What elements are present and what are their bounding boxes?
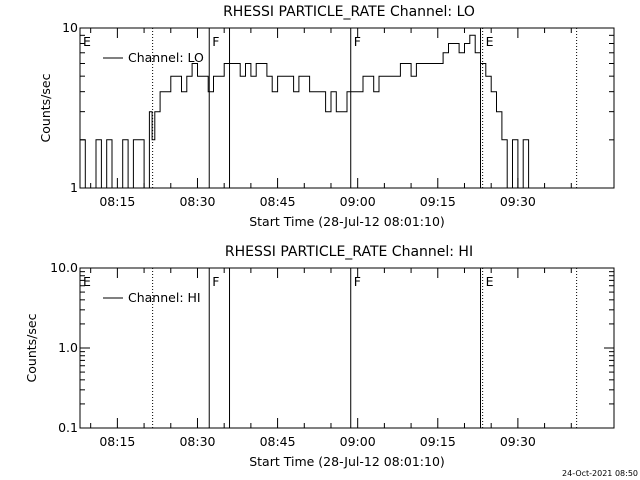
- event-marker-label: E: [486, 34, 494, 49]
- legend-hi: Channel: HI: [103, 290, 201, 305]
- x-tick-label: 08:30: [179, 434, 215, 449]
- y-axis-label-lo: Counts/sec: [38, 73, 53, 142]
- x-tick-label: 09:30: [500, 194, 536, 209]
- y-tick-label-10: 10: [62, 20, 78, 35]
- x-tick-label: 08:15: [99, 434, 135, 449]
- x-tick-label: 08:15: [99, 194, 135, 209]
- event-marker-label: F: [354, 34, 361, 49]
- panel-hi: RHESSI PARTICLE_RATE Channel: HI Counts/…: [24, 244, 615, 469]
- legend-lo: Channel: LO: [103, 50, 204, 65]
- x-tick-label: 09:15: [420, 434, 456, 449]
- x-tick-label: 08:30: [179, 194, 215, 209]
- y-tick-label-1.0: 1.0: [58, 340, 78, 355]
- x-axis-label-hi: Start Time (28-Jul-12 08:01:10): [249, 454, 445, 469]
- x-tick-label: 08:45: [260, 194, 296, 209]
- legend-label-lo: Channel: LO: [128, 50, 204, 65]
- x-tick-label: 09:15: [420, 194, 456, 209]
- x-axis-label-lo: Start Time (28-Jul-12 08:01:10): [249, 214, 445, 229]
- chart-title-hi: RHESSI PARTICLE_RATE Channel: HI: [225, 244, 473, 260]
- x-tick-label: 09:00: [340, 434, 376, 449]
- x-tick-label: 09:30: [500, 434, 536, 449]
- event-marker-label: F: [212, 274, 219, 289]
- x-tick-label: 09:00: [340, 194, 376, 209]
- event-marker-label: F: [354, 274, 361, 289]
- y-tick-label-10.0: 10.0: [50, 260, 78, 275]
- event-marker-label: E: [83, 34, 91, 49]
- panel-lo: RHESSI PARTICLE_RATE Channel: LO Counts/…: [38, 4, 615, 229]
- x-tick-label: 08:45: [260, 434, 296, 449]
- footer-timestamp: 24-Oct-2021 08:50: [562, 469, 638, 478]
- event-marker-label: F: [212, 34, 219, 49]
- legend-label-hi: Channel: HI: [128, 290, 201, 305]
- y-axis-label-hi: Counts/sec: [24, 313, 39, 382]
- ticks-lo: 08:15 08:30 08:45 09:00 09:15 09:30: [80, 27, 614, 209]
- chart-title-lo: RHESSI PARTICLE_RATE Channel: LO: [223, 4, 475, 20]
- y-tick-label-0.1: 0.1: [58, 420, 78, 435]
- event-marker-label: E: [83, 274, 91, 289]
- series-line-lo: [80, 34, 614, 189]
- plot-frame-lo: [79, 27, 615, 189]
- ticks-hi: 08:15 08:30 08:45 09:00 09:15 09:30: [80, 267, 614, 449]
- y-tick-label-1: 1: [70, 180, 78, 195]
- event-marker-label: E: [486, 274, 494, 289]
